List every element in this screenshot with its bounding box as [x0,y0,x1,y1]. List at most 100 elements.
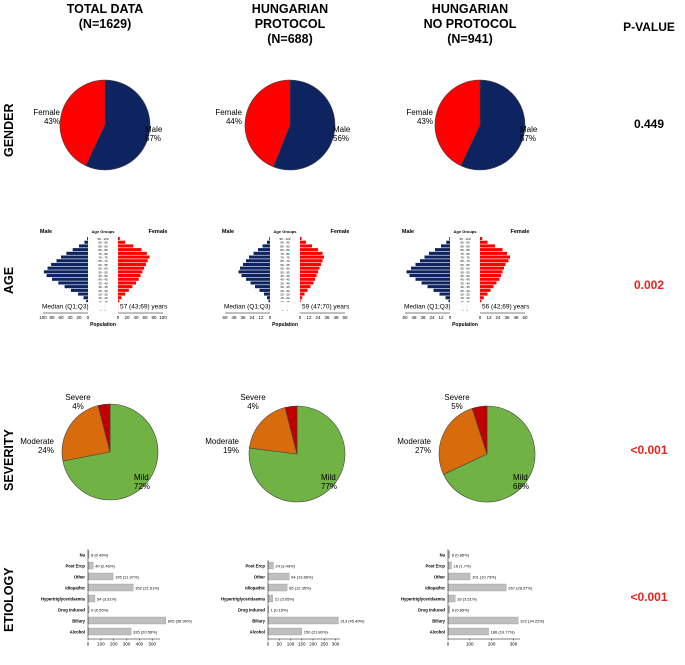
etiology-bar-alcohol [267,627,302,636]
pyramid-age-group-label: 85 - 90 [460,244,470,248]
pyramid-age-group-label: 55 - 60 [280,267,290,271]
pyramid-male-bar [259,288,270,292]
etiology-bar-post-ercp [87,561,94,570]
pyramid-age-group-label: 10 - 15 [280,300,290,304]
pyramid-age-group-label: 20 - 25 [98,293,108,297]
pvalue-header: P-VALUE [623,20,675,34]
pyramid-male-bar [429,251,450,255]
pie-slice-moderate [61,405,111,462]
pyramid-right-label: Female [149,229,168,235]
pie-slice-male [273,79,336,171]
pyramid-age-group-label: 75 - 80 [280,252,290,256]
pyramid-male-bar [241,274,270,278]
pyramid-female-bar [118,292,126,296]
etiology-value-label: 322 (34.22%) [520,618,545,623]
pie-pct-moderate: 27% [415,446,431,455]
pie-pct-mild: 68% [513,482,529,491]
pyramid-age-group-label: 80 - 85 [280,248,290,252]
pyramid-age-group-label: 55 - 60 [460,267,470,271]
etiology-value-label: 9 (0.55%) [91,607,109,612]
etiology-bar-biliary [87,616,166,625]
pyramid-age-group-label: 40 - 45 [460,278,470,282]
pyramid-male-bar [421,281,450,285]
pie-label-male: Male [520,125,538,134]
etiology-value-label: 8 (0.85%) [452,552,470,557]
etiology-category-alcohol: Alcohol [430,630,445,635]
etiology-tick-label: 200 [110,642,118,647]
pyramid-male-bar [46,274,88,278]
pyramid-age-group-label: 60 - 65 [98,263,108,267]
pyramid-tick-label: 60 [522,315,528,320]
pyramid-male-bar [268,299,270,303]
pie-slice-female [244,79,291,168]
etiology-category-na: Na [80,553,86,558]
pyramid-male-bar [64,285,88,289]
pie-pct-severe: 4% [247,402,259,411]
pyramid-female-bar [480,285,494,289]
pie-pct-mild: 72% [134,482,150,491]
pyramid-tick-label: 40 [133,315,139,320]
pyramid-tick-label: 0 [479,315,482,320]
pie-pct-male: 56% [333,134,349,143]
pyramid-age-group-label: 10 - 15 [98,300,108,304]
pyramid-tick-label: 24 [429,315,435,320]
etiology-category-biliary: Biliary [432,619,445,624]
pyramid-female-bar [300,255,324,259]
pyramid-age-group-label: 35 - 40 [98,281,108,285]
pyramid-female-bar [480,248,503,252]
etiology-value-label: 267 (28.37%) [508,585,533,590]
pyramid-right-label: Female [511,229,530,235]
etiology-category-hypertriglyceridaemia: Hypertriglyceridaemia [401,597,446,602]
pyramid-age-group-label: 35 - 40 [280,281,290,285]
etiology-tick-label: 150 [298,642,306,647]
pie-label-severe: Severe [65,393,91,402]
etiology-category-alcohol: Alcohol [250,630,265,635]
pyramid-age-group-label: 25 - 30 [460,289,470,293]
pyramid-center-label: Age Groups [454,229,478,234]
pyramid-tick-label: 36 [324,315,330,320]
column-header-no-protocol: HUNGARIAN NO PROTOCOL (N=941) [423,2,517,46]
pyramid-age-group-label: 85 - 90 [280,244,290,248]
pyramid-male-bar [448,299,450,303]
pyramid-age-group-label: 30 - 35 [98,285,108,289]
etiology-value-label: 1 (0.15%) [271,607,289,612]
pyramid-tick-label: 60 [58,315,64,320]
etiology-bar-hypertriglyceridaemia [267,594,273,603]
etiology-value-label: 21 (3.05%) [275,596,295,601]
pyramid-tick-label: 36 [504,315,510,320]
pyramid-male-bar [420,259,450,263]
pyramid-male-bar [70,288,88,292]
pyramid-tick-label: 48 [411,315,417,320]
pyramid-median-value: 57 (43;69) years [120,304,168,311]
pyramid-female-bar [300,296,303,300]
etiology-category-drug-induced: Drug Induced [418,608,445,613]
pyramid-tick-label: 20 [124,315,130,320]
pie-pct-male: 57% [520,134,536,143]
pyramid-female-bar [480,274,501,278]
pie-label-severe: Severe [444,393,470,402]
pie-slice-severe [97,403,111,453]
pyramid-female-bar [118,296,122,300]
pyramid-female-bar [118,240,126,244]
pyramid-tick-label: 48 [513,315,519,320]
pyramid-female-bar [300,237,302,241]
pyramid-male-bar [262,244,270,248]
pyramid-male-bar [415,277,450,281]
pyramid-age-group-label: 70 - 75 [98,256,108,260]
etiology-value-label: 313 (45.49%) [340,618,365,623]
pyramid-female-bar [480,262,506,266]
pyramid-tick-label: 48 [333,315,339,320]
pyramid-female-bar [300,285,311,289]
pyramid-female-bar [300,251,323,255]
pyramid-male-bar [79,244,88,248]
pyramid-male-bar [449,237,450,241]
pyramid-tick-label: 20 [76,315,82,320]
pyramid-male-bar [243,262,270,266]
pyramid-tick-label: 60 [342,315,348,320]
row-label-etiology: ETIOLOGY [2,567,16,633]
pyramid-age-group-label: 15 - 20 [98,296,108,300]
pyramid-tick-label: 40 [67,315,73,320]
pie-label-moderate: Moderate [397,437,431,446]
